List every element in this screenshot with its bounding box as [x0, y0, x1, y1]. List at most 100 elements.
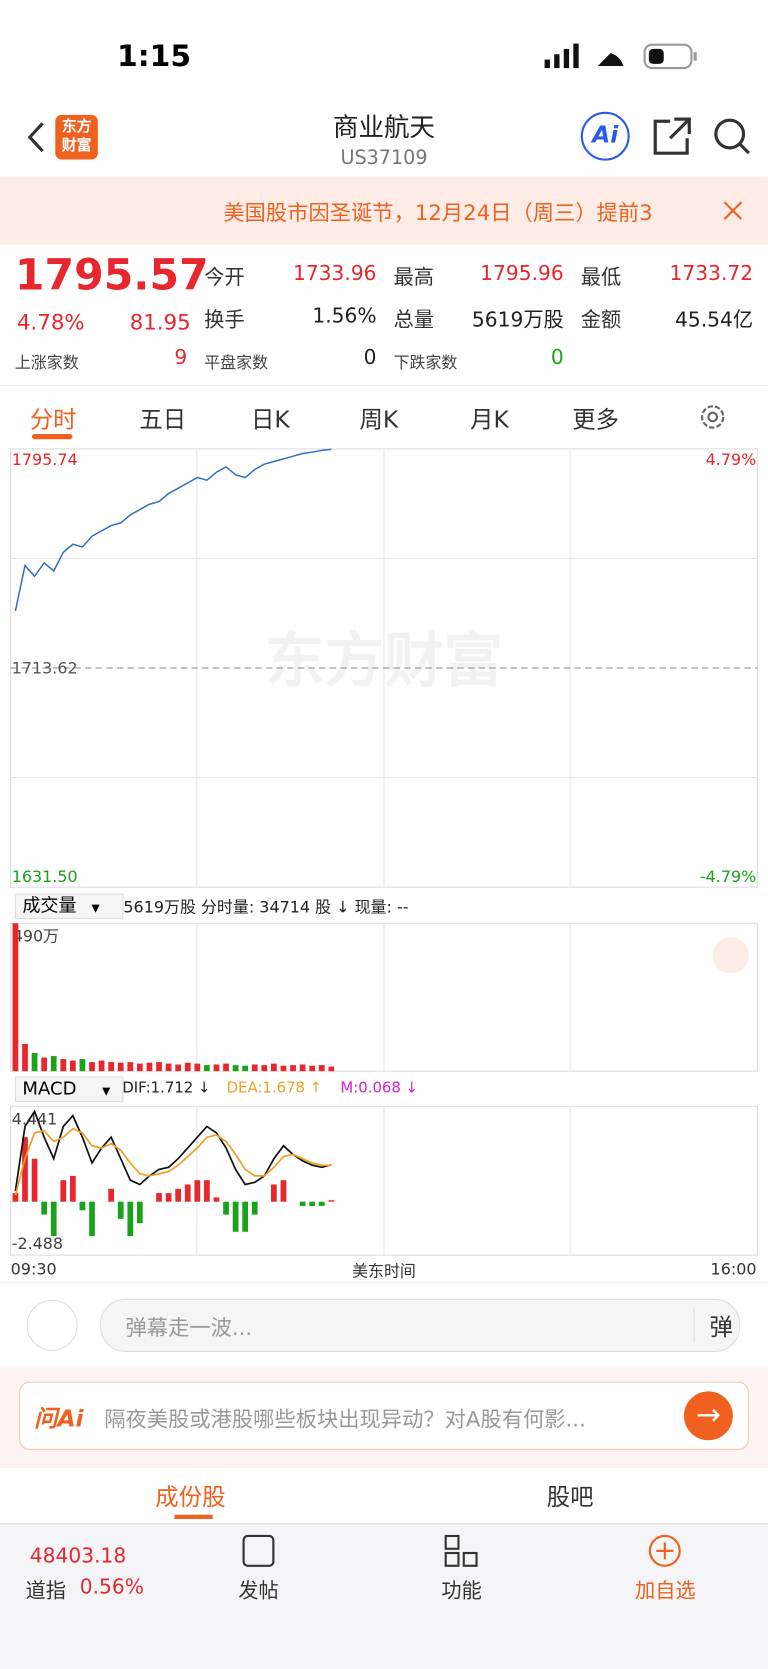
comment-bar [0, 1281, 768, 1368]
nav-item[interactable]: 功能 [441, 1579, 482, 1603]
volume-bar [232, 1065, 239, 1072]
settings[interactable] [698, 402, 728, 432]
divider [0, 385, 768, 387]
macd-bar [12, 1193, 19, 1202]
line [14, 448, 332, 612]
comment-input[interactable] [99, 1298, 741, 1352]
back-button[interactable] [21, 119, 53, 155]
banner-text: 美国股市因圣诞节，12月24日（周三）提前3 [223, 199, 653, 226]
volume-bar [194, 1063, 201, 1072]
ai-button[interactable]: Ai [580, 111, 630, 161]
breadth-label: 上涨家数 [14, 353, 79, 373]
change-pct: 4.78% [17, 309, 85, 336]
volume-info: 5619万股 分时量: 34714 股 ↓ 现量: -- [123, 897, 409, 917]
tab[interactable]: 周K [359, 407, 399, 434]
field-value: 1733.96 [292, 261, 377, 286]
field-value: 5619万股 [471, 308, 564, 332]
macd-bar [280, 1180, 287, 1202]
nav-bar [0, 1523, 768, 1669]
macd-bar [69, 1175, 76, 1202]
field-label: 今开 [204, 265, 245, 290]
nav-item[interactable]: 加自选 [635, 1579, 696, 1603]
banner-close[interactable] [721, 199, 744, 222]
y-tick-label: -2.488 [12, 1234, 63, 1253]
volume-bar [251, 1064, 258, 1072]
macd-bar [50, 1201, 57, 1237]
y-tick-label: 4.79% [706, 450, 757, 469]
ai-brand: 问Ai [34, 1406, 84, 1433]
y-tick-label: 1631.50 [12, 867, 78, 886]
volume-selector[interactable]: 成交量 ▼ [14, 893, 124, 920]
volume-bar [204, 1065, 210, 1072]
status-icons [544, 43, 697, 70]
volume-bar [69, 1060, 76, 1072]
breadth-value: 0 [550, 345, 564, 370]
tab-indicator [31, 433, 73, 440]
status-time: 1:15 [117, 38, 192, 74]
selector-text: MACD [22, 1078, 77, 1100]
macd-bar [117, 1201, 124, 1219]
breadth-label: 平盘家数 [204, 353, 269, 373]
macd-bar [165, 1193, 172, 1202]
tab[interactable]: 分时 [29, 407, 77, 434]
line [14, 1109, 332, 1192]
macd-bar [137, 1201, 143, 1224]
macd-bar [318, 1201, 325, 1206]
legend-dea: DEA:1.678 ↑ [226, 1079, 323, 1097]
title: 商业航天 [332, 112, 436, 143]
price: 1795.57 [14, 251, 209, 300]
tab[interactable]: 月K [470, 407, 509, 434]
field-label: 最低 [580, 265, 622, 290]
logo: 东方 财富 [55, 114, 98, 160]
volume-bar [261, 1065, 268, 1072]
logo-text: 东方 [61, 118, 92, 136]
comment-icon[interactable] [26, 1299, 78, 1351]
macd-bar [232, 1201, 239, 1232]
index-name: 道指 [25, 1579, 66, 1603]
danmu-button[interactable]: 弹 [693, 1308, 733, 1343]
field-value: 45.54亿 [675, 308, 754, 332]
ai-bar[interactable] [19, 1381, 749, 1450]
volume-bar [242, 1065, 249, 1072]
tab[interactable]: 日K [251, 407, 290, 434]
field-label: 总量 [393, 308, 435, 332]
legend-dif: DIF:1.712 ↓ [122, 1079, 211, 1097]
legend-m: M:0.068 ↓ [340, 1079, 419, 1097]
index-pct: 0.56% [79, 1575, 144, 1599]
macd-bar [328, 1200, 335, 1202]
expand-button[interactable] [712, 937, 749, 974]
time-label: 09:30 [10, 1259, 57, 1279]
comment-placeholder: 弹幕走一波... [125, 1314, 253, 1341]
volume-bar [31, 1053, 38, 1072]
volume-bar [299, 1064, 306, 1072]
macd-bar [41, 1201, 48, 1215]
macd-bar [204, 1180, 210, 1202]
y-tick-label: 490万 [13, 926, 59, 945]
volume-bar [108, 1062, 115, 1072]
macd-bar [89, 1201, 95, 1237]
tab[interactable]: 更多 [572, 407, 620, 434]
volume-bar [328, 1066, 335, 1072]
breadth-value: 0 [363, 345, 377, 370]
macd-selector[interactable]: MACD ▼ [14, 1076, 124, 1102]
y-tick-label: 4.441 [12, 1109, 58, 1128]
nav-item[interactable]: 发帖 [238, 1579, 279, 1603]
ai-send[interactable]: → [683, 1391, 733, 1441]
field-label: 最高 [393, 265, 435, 290]
macd-bar [251, 1201, 258, 1215]
bottom-tab[interactable]: 成份股 [155, 1484, 226, 1512]
selector-text: 成交量 [22, 895, 77, 917]
macd-bar [299, 1201, 306, 1206]
bottom-tab[interactable]: 股吧 [546, 1484, 594, 1512]
index-value: 48403.18 [29, 1544, 127, 1568]
tab[interactable]: 五日 [139, 407, 187, 434]
volume-bar [223, 1063, 229, 1072]
volume-bar [156, 1062, 162, 1072]
macd-bar [156, 1193, 162, 1202]
ai-text: 隔夜美股或港股哪些板块出现异动？对A股有何影... [104, 1406, 586, 1432]
volume-bar [50, 1056, 57, 1072]
volume-bar [127, 1062, 134, 1072]
volume-bar [137, 1063, 143, 1072]
macd-bar [22, 1137, 28, 1202]
panel-frame [10, 1105, 758, 1256]
